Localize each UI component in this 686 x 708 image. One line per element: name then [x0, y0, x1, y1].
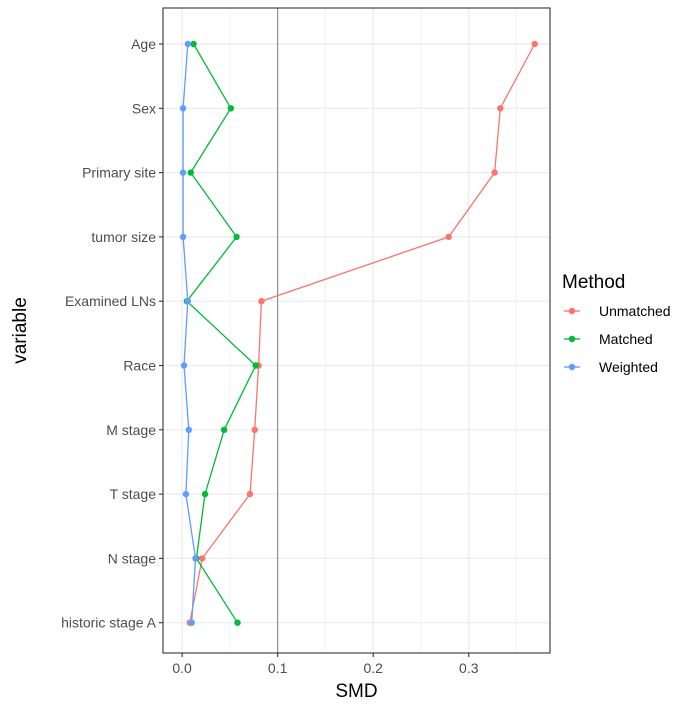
data-point	[179, 233, 187, 241]
data-point	[201, 490, 209, 498]
data-point	[220, 426, 228, 433]
data-point	[192, 555, 199, 562]
y-tick-label: historic stage A	[61, 615, 157, 631]
data-point	[180, 362, 188, 369]
x-tick-label: 0.2	[363, 660, 383, 676]
data-point	[182, 490, 190, 498]
y-axis: Age Sex Primary site tumor size Examined LNs…	[61, 36, 163, 631]
legend-item: Unmatched	[564, 303, 671, 319]
data-point	[445, 233, 452, 241]
legend-item: Weighted	[564, 359, 658, 375]
y-tick-label: N stage	[108, 550, 156, 566]
data-point	[497, 105, 504, 112]
y-tick-label: T stage	[110, 486, 157, 502]
data-point	[227, 105, 235, 112]
data-point	[185, 426, 192, 433]
y-tick-label: Sex	[132, 100, 156, 116]
data-point	[233, 233, 240, 241]
series-line	[189, 43, 536, 623]
data-point	[179, 105, 187, 112]
series-layer	[179, 40, 538, 626]
x-tick-label: 0.0	[172, 660, 192, 676]
x-tick-label: 0.3	[459, 660, 479, 676]
data-point	[184, 40, 192, 48]
y-tick-label: Age	[131, 36, 156, 52]
legend: Method Unmatched Matched Weighted	[562, 272, 671, 375]
legend-item: Matched	[564, 331, 653, 347]
data-point	[198, 555, 206, 562]
data-point	[491, 169, 498, 176]
y-tick-label: Race	[123, 358, 156, 374]
data-point	[234, 619, 241, 626]
data-point	[188, 619, 195, 626]
legend-label: Unmatched	[599, 303, 671, 319]
data-point	[190, 40, 197, 48]
data-point	[184, 298, 192, 305]
series-weighted	[179, 40, 199, 626]
y-axis-title: variable	[10, 297, 31, 364]
data-point	[258, 298, 265, 305]
legend-key-point	[568, 335, 576, 343]
data-point	[531, 40, 538, 48]
series-line	[182, 43, 197, 623]
plot-background	[163, 8, 550, 653]
y-tick-label: M stage	[106, 422, 156, 438]
legend-key-point	[568, 307, 576, 315]
x-axis: 0.0 0.1 0.2 0.3	[172, 653, 479, 676]
legend-title: Method	[562, 272, 625, 293]
legend-key-point	[568, 363, 576, 371]
legend-label: Matched	[599, 331, 653, 347]
x-axis-title: SMD	[335, 681, 377, 702]
x-tick-label: 0.1	[268, 660, 288, 676]
legend-label: Weighted	[599, 359, 658, 375]
y-tick-label: tumor size	[91, 229, 156, 245]
y-tick-label: Primary site	[82, 165, 156, 181]
data-point	[251, 426, 258, 433]
data-point	[252, 362, 259, 369]
data-point	[187, 169, 194, 176]
series-line	[186, 43, 257, 624]
y-tick-label: Examined LNs	[65, 293, 156, 309]
data-point	[179, 169, 187, 176]
plot-border	[162, 7, 551, 654]
data-point	[246, 490, 254, 498]
